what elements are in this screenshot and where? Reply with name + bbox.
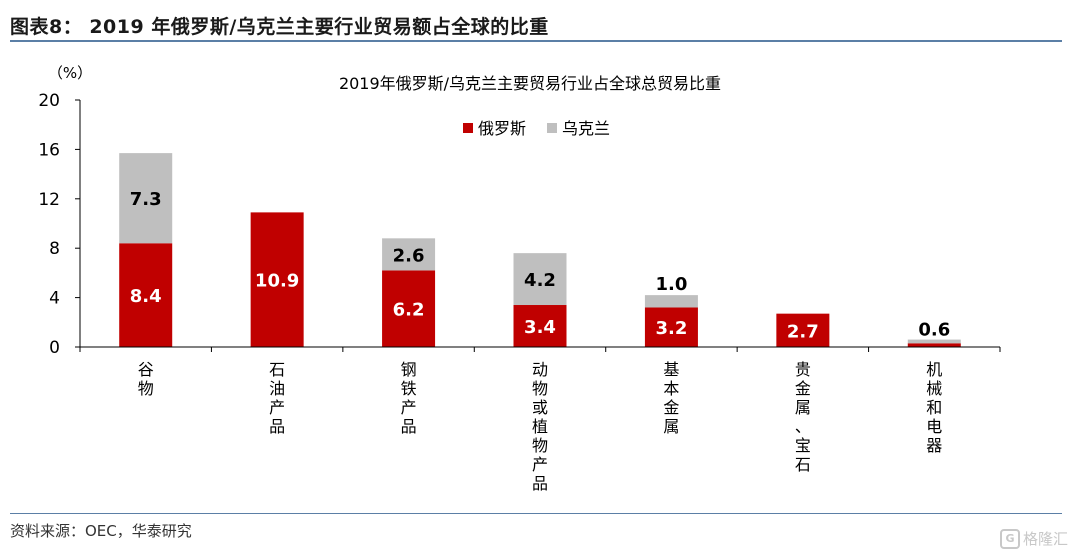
data-label-russia: 10.9 bbox=[255, 271, 299, 292]
y-axis: 0 4 8 12 16 20 bbox=[38, 91, 81, 358]
bar-russia bbox=[776, 313, 830, 347]
y-tick-label: 16 bbox=[38, 140, 60, 160]
bars: 8.4 7.3 10.9 6.2 2.6 3.4 4.2 3.2 1.0 2.7 0.6 bbox=[119, 153, 961, 347]
stacked-bar-chart: 2019年俄罗斯/乌克兰主要贸易行业占全球总贸易比重 （%） 俄罗斯 乌克兰 0 4… bbox=[38, 64, 1001, 493]
data-label-ukraine: 4.2 bbox=[524, 270, 556, 291]
bar-russia bbox=[644, 307, 698, 347]
data-label-russia: 3.2 bbox=[655, 318, 687, 339]
x-category-label: 谷物 bbox=[138, 360, 154, 398]
y-tick-label: 20 bbox=[38, 91, 60, 111]
x-category-label: 机械和电器 bbox=[926, 360, 942, 455]
watermark-logo-icon: G bbox=[999, 528, 1020, 549]
data-label-russia: 8.4 bbox=[130, 286, 162, 307]
data-label-russia: 6.2 bbox=[393, 300, 425, 321]
source-note: 资料来源：OEC，华泰研究 bbox=[10, 522, 192, 540]
y-axis-unit: （%） bbox=[48, 64, 92, 82]
bar-russia bbox=[250, 212, 304, 347]
bar-russia bbox=[382, 270, 436, 347]
data-label-ukraine: 2.6 bbox=[393, 245, 425, 266]
y-tick-label: 4 bbox=[49, 289, 60, 309]
bar-ukraine bbox=[382, 238, 436, 271]
bar-ukraine bbox=[644, 295, 698, 308]
chart-title: 2019年俄罗斯/乌克兰主要贸易行业占全球总贸易比重 bbox=[339, 74, 721, 93]
y-tick-label: 12 bbox=[38, 190, 60, 210]
legend-label: 乌克兰 bbox=[562, 119, 610, 138]
data-label-russia: 3.4 bbox=[524, 317, 556, 338]
legend-swatch bbox=[463, 123, 473, 133]
legend: 俄罗斯 乌克兰 bbox=[463, 119, 610, 138]
bar-ukraine bbox=[513, 253, 567, 306]
data-label-ukraine: 7.3 bbox=[130, 189, 162, 210]
bar-russia bbox=[907, 343, 961, 347]
bar-russia bbox=[119, 243, 173, 347]
data-label-ukraine: 1.0 bbox=[655, 274, 687, 295]
x-category-label: 石油产品 bbox=[269, 360, 285, 436]
x-category-label: 贵金属、宝石 bbox=[795, 360, 811, 474]
legend-label: 俄罗斯 bbox=[478, 119, 526, 138]
x-axis: 谷物 石油产品 钢铁产品 动物或植物产品 基本金属 贵金属、宝石 机械和电器 bbox=[79, 346, 1001, 493]
x-category-label: 动物或植物产品 bbox=[532, 360, 548, 493]
bar-ukraine bbox=[119, 153, 173, 244]
bar-russia bbox=[513, 305, 567, 347]
top-rule bbox=[10, 40, 1062, 42]
data-label-russia: 2.7 bbox=[787, 321, 819, 342]
figure-title: 图表8： 2019 年俄罗斯/乌克兰主要行业贸易额占全球的比重 bbox=[10, 16, 549, 38]
data-label-ukraine: 0.6 bbox=[918, 320, 950, 341]
y-tick-label: 8 bbox=[49, 239, 60, 259]
watermark-text: 格隆汇 bbox=[1022, 530, 1068, 548]
bottom-rule bbox=[10, 513, 1062, 514]
x-category-label: 钢铁产品 bbox=[401, 360, 417, 436]
bar-ukraine bbox=[907, 339, 961, 344]
x-category-label: 基本金属 bbox=[663, 360, 679, 436]
legend-swatch bbox=[547, 123, 557, 133]
y-tick-label: 0 bbox=[49, 338, 60, 358]
watermark: G 格隆汇 bbox=[999, 528, 1068, 549]
